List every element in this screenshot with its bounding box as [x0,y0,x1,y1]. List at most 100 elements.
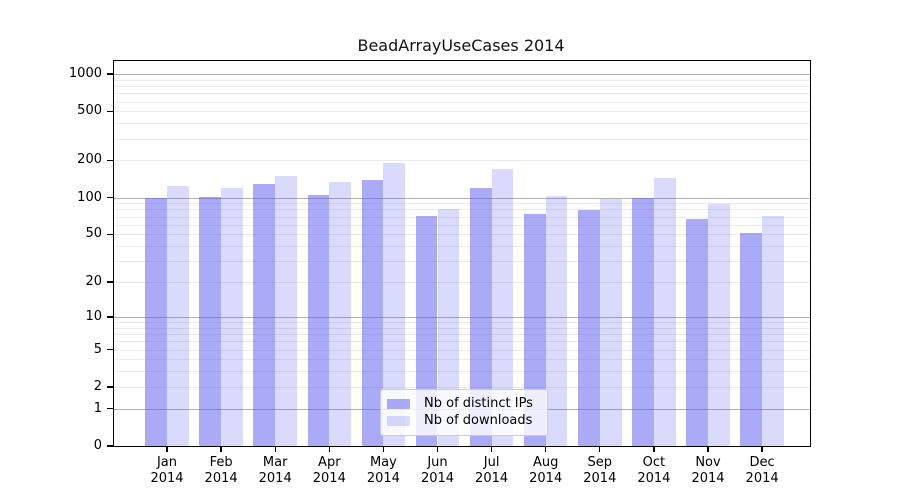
x-tick-mark [490,446,493,452]
bar-ips-sep [578,210,600,446]
bar-ips-jan [145,198,167,446]
x-tick-label: Mar 2014 [258,455,292,486]
major-gridline [114,74,810,76]
minor-gridline [114,334,810,336]
minor-gridline [114,160,810,162]
y-tick-label: 1 [93,400,102,416]
bar-downloads-oct [653,178,676,446]
x-tick-mark [707,446,709,452]
y-tick-label: 20 [85,274,102,290]
bar-ips-feb [199,196,222,446]
x-tick-mark [545,446,547,452]
legend-label-downloads: Nb of downloads [424,413,533,428]
x-tick-label: Apr 2014 [312,455,346,486]
x-tick-label: Nov 2014 [691,455,725,486]
y-tick-mark [106,445,113,447]
minor-gridline [114,224,810,226]
minor-gridline [114,349,810,351]
legend: Nb of distinct IPs Nb of downloads [380,389,548,436]
y-tick-mark [106,159,113,162]
y-tick-mark [106,233,113,235]
major-gridline [114,316,810,318]
x-tick-label: Oct 2014 [637,455,671,486]
y-tick-label: 5 [93,341,102,357]
y-tick-mark [106,386,113,388]
bar-downloads-nov [708,204,730,446]
minor-gridline [114,216,810,218]
chart-title: BeadArrayUseCases 2014 [357,36,565,55]
bar-downloads-mar [275,176,297,446]
x-tick-label: Jul 2014 [475,455,509,486]
y-tick-mark [106,281,113,283]
x-tick-label: May 2014 [366,455,400,486]
minor-gridline [114,359,810,361]
y-tick-label: 500 [77,103,102,119]
bar-ips-oct [632,197,654,446]
bar-downloads-jul [491,169,514,446]
x-tick-mark [382,446,385,452]
legend-swatch-downloads [387,415,410,426]
x-tick-mark [599,446,601,452]
minor-gridline [114,138,810,140]
y-tick-label: 1000 [68,66,102,82]
bar-downloads-jun [437,209,460,446]
minor-gridline [114,386,810,388]
y-tick-mark [106,196,113,199]
bar-downloads-apr [329,181,352,446]
y-tick-mark [106,407,113,410]
y-tick-label: 200 [77,152,102,168]
bar-ips-apr [307,195,330,446]
y-tick-mark [106,316,113,318]
y-tick-mark [106,110,113,112]
bar-ips-mar [253,184,276,446]
x-tick-mark [761,446,763,452]
minor-gridline [114,341,810,343]
x-tick-mark [220,446,222,452]
bar-ips-aug [523,214,546,446]
minor-gridline [114,209,810,211]
minor-gridline [114,93,810,95]
bar-downloads-aug [545,195,568,446]
legend-row-downloads: Nb of downloads [387,412,539,429]
bar-downloads-sep [599,199,622,446]
bar-downloads-dec [762,215,784,446]
minor-gridline [114,282,810,284]
bar-downloads-feb [221,188,243,446]
y-tick-label: 100 [77,189,102,205]
x-tick-mark [436,446,439,452]
minor-gridline [114,86,810,88]
x-tick-label: Dec 2014 [745,455,779,486]
y-tick-mark [106,348,113,351]
x-tick-label: Jan 2014 [150,455,184,486]
bar-ips-nov [686,218,708,446]
bar-ips-jul [469,187,492,446]
major-gridline [114,197,810,199]
minor-gridline [114,322,810,324]
bar-ips-may [361,179,384,446]
x-tick-mark [328,446,330,452]
minor-gridline [114,111,810,113]
minor-gridline [114,327,810,329]
bar-ips-dec [740,233,763,446]
legend-row-ips: Nb of distinct IPs [387,395,539,412]
legend-label-distinct-ips: Nb of distinct IPs [424,396,533,411]
y-tick-label: 0 [93,438,102,453]
minor-gridline [114,203,810,205]
minor-gridline [114,261,810,263]
minor-gridline [114,246,810,248]
minor-gridline [114,234,810,236]
minor-gridline [114,79,810,81]
minor-gridline [114,123,810,125]
x-tick-mark [166,446,168,452]
x-tick-mark [274,446,276,452]
x-tick-label: Sep 2014 [583,455,617,486]
legend-swatch-distinct-ips [387,398,410,409]
y-tick-label: 10 [85,308,102,324]
bar-downloads-may [383,162,406,446]
x-tick-label: Feb 2014 [204,455,238,486]
minor-gridline [114,101,810,103]
y-tick-label: 50 [85,226,102,242]
bar-ips-jun [415,215,438,446]
minor-gridline [114,371,810,373]
